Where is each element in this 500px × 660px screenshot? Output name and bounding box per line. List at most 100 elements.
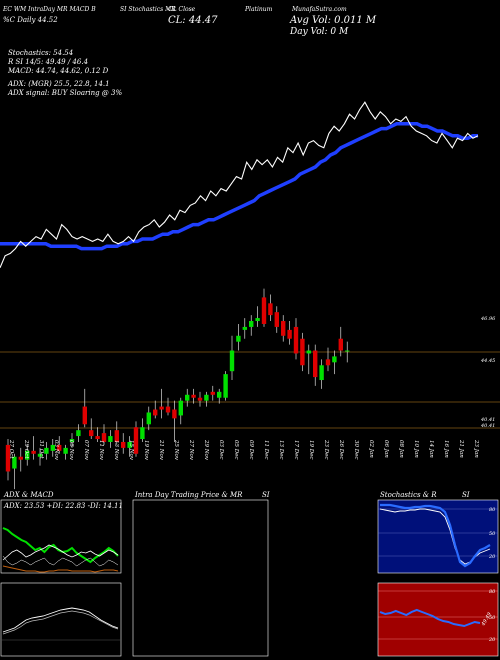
candle: [18, 447, 23, 472]
candle: [197, 391, 203, 407]
candle: [281, 315, 286, 342]
x-tick-label: 17 Dec: [293, 440, 299, 460]
candle-body: [57, 444, 62, 451]
candle-body: [191, 394, 196, 398]
title-fragment: Platinum: [245, 6, 273, 13]
macd-line: MACD: 44.74, 44.62, 0.12 D: [8, 67, 109, 75]
candle: [255, 306, 260, 327]
candle: [69, 433, 75, 448]
stoch-panel-frame: [377, 499, 499, 574]
candle: [293, 318, 299, 360]
candle: [25, 444, 30, 466]
stochastics-line: Stochastics: 54.54: [8, 49, 74, 57]
candle-body: [101, 433, 107, 442]
x-tick-label: 26 Dec: [338, 439, 344, 460]
candle: [178, 397, 183, 425]
stoch-panel-title: Stochastics & R: [380, 491, 437, 499]
candle-body: [223, 374, 228, 398]
intraday-title: Intra Day Trading Price & MR: [135, 491, 243, 499]
candle: [114, 421, 119, 445]
candle-body: [255, 318, 260, 322]
candle: [223, 371, 228, 401]
candle: [274, 306, 279, 333]
x-tick-label: 06 Jan: [383, 440, 389, 458]
stoch-k-line: [380, 503, 491, 568]
candle-body: [95, 436, 100, 440]
candle-body: [69, 439, 75, 442]
candle: [101, 424, 107, 445]
candle-body: [313, 350, 318, 378]
candle: [50, 439, 55, 457]
macd-signal-line: [2, 610, 119, 635]
candle: [82, 388, 87, 428]
candle-body: [242, 326, 247, 330]
x-tick-label: 08 Jan: [398, 440, 404, 458]
x-tick-label: 25 Nov: [173, 439, 179, 461]
candle: [332, 350, 337, 375]
candle: [37, 447, 43, 466]
candle-body: [345, 350, 350, 352]
candle: [76, 424, 81, 442]
macd-panel-frame: [0, 582, 122, 657]
candle-body: [25, 450, 30, 460]
x-tick-label: 11 Dec: [263, 440, 269, 460]
candle-body: [12, 456, 17, 469]
adx-line-2: [2, 555, 119, 567]
x-tick-label: 19 Dec: [308, 440, 314, 460]
candle-body: [293, 326, 299, 354]
candle-body: [210, 391, 215, 395]
x-tick-label: 30 Dec: [353, 440, 359, 460]
candle-body: [159, 406, 164, 410]
x-tick-label: 23 Dec: [323, 439, 329, 460]
adx-minus-di-line: [2, 565, 119, 573]
candle: [63, 444, 68, 460]
candle: [121, 433, 126, 454]
x-tick-label: 10 Jan: [413, 440, 419, 458]
stoch-tick-label: 50: [489, 531, 496, 537]
candle: [133, 421, 139, 457]
candle-body: [89, 430, 94, 437]
candle: [217, 388, 222, 404]
candle: [338, 326, 343, 357]
candle: [108, 430, 113, 448]
candle-body: [133, 427, 139, 454]
site-fragment: MunafaSutra.com: [292, 6, 347, 13]
candle-body: [332, 356, 337, 363]
stoch-tick-label: 20: [488, 554, 496, 560]
candle-body: [261, 297, 267, 324]
adx-line: [2, 544, 119, 561]
candle-body: [325, 359, 331, 366]
day-vol: Day Vol: 0 M: [290, 27, 349, 37]
candle: [12, 453, 17, 490]
candle-body: [18, 456, 23, 460]
x-tick-label: 27 Oct: [8, 439, 14, 459]
candle: [249, 315, 254, 336]
x-tick-label: 15 Nov: [128, 440, 134, 461]
x-tick-label: 23 Jan: [473, 439, 479, 458]
candle: [127, 436, 132, 457]
candle-body: [37, 453, 43, 457]
symbol-line-2: %C Daily 44.52: [3, 16, 58, 24]
candle: [268, 294, 273, 322]
candle-body: [281, 321, 286, 336]
candle: [210, 385, 215, 401]
candle-body: [50, 444, 55, 451]
close-line: [0, 101, 479, 269]
rsi-line: R SI 14/5: 49.49 / 46.4: [8, 58, 89, 66]
candle-body: [63, 447, 68, 454]
symbol-line: EC WM IntraDay MR MACD B: [3, 6, 96, 13]
candle: [306, 344, 311, 375]
candle-body: [76, 430, 81, 437]
x-tick-label: 21 Jan: [458, 439, 464, 458]
candle: [140, 418, 145, 442]
x-tick-label: 29 Oct: [23, 439, 29, 459]
close-value: CL: 44.47: [168, 15, 218, 26]
candle: [57, 436, 62, 454]
candle: [236, 323, 241, 351]
x-tick-label: 09 Dec: [248, 440, 254, 460]
candle-body: [338, 338, 343, 351]
candle: [242, 318, 247, 339]
candle: [95, 427, 100, 442]
adx-panel-frame: [0, 499, 122, 574]
candle-body: [31, 450, 36, 454]
